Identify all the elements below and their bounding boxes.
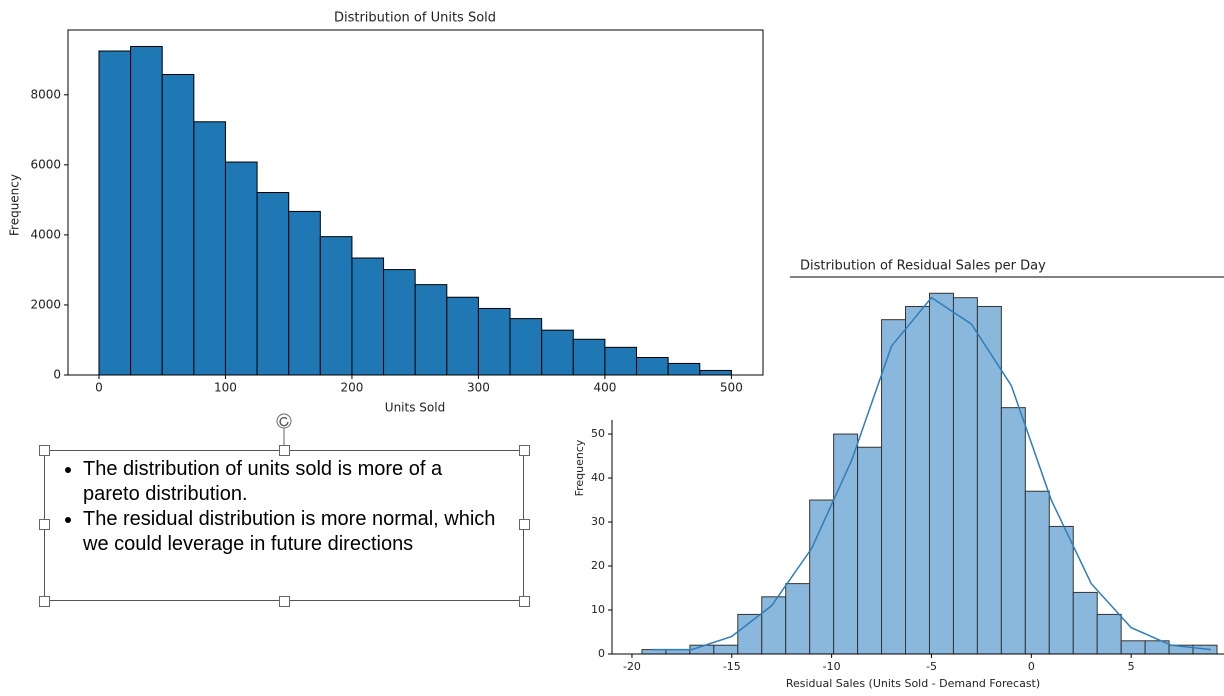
bar — [541, 329, 574, 376]
bar — [161, 73, 195, 376]
kde-line — [651, 296, 1212, 651]
bar — [1000, 407, 1026, 655]
bar — [857, 446, 883, 655]
resize-handle[interactable] — [519, 519, 530, 530]
bar — [928, 292, 954, 655]
bar — [319, 236, 353, 376]
resize-handle[interactable] — [279, 445, 290, 456]
bar — [477, 307, 511, 376]
chart-title: Distribution of Residual Sales per Day — [800, 259, 1046, 274]
bullet: The residual distribution is more normal… — [83, 507, 503, 557]
bar — [952, 297, 978, 655]
y-tick-label: 4000 — [30, 227, 61, 241]
chart-title: Distribution of Units Sold — [334, 11, 496, 26]
x-tick-label: 100 — [214, 381, 237, 395]
resize-handle[interactable] — [39, 596, 50, 607]
bar — [446, 296, 479, 376]
y-tick-label: 40 — [591, 471, 605, 484]
resize-handle[interactable] — [39, 445, 50, 456]
x-tick-label: 5 — [1128, 660, 1135, 673]
bar — [414, 284, 448, 376]
y-tick-label: 20 — [591, 559, 605, 572]
x-tick-label: 500 — [720, 381, 743, 395]
bar — [509, 318, 543, 376]
bar — [383, 269, 416, 376]
x-tick-label: 0 — [1028, 660, 1035, 673]
bar — [351, 257, 385, 376]
bar — [737, 613, 763, 655]
y-tick-label: 50 — [591, 427, 605, 440]
bar — [256, 192, 290, 376]
x-tick-label: 200 — [340, 381, 363, 395]
bar — [130, 45, 163, 376]
text-box[interactable]: The distribution of units sold is more o… — [44, 450, 524, 601]
bar — [1048, 525, 1074, 655]
resize-handle[interactable] — [39, 519, 50, 530]
bar — [1120, 640, 1146, 655]
x-tick-label: -15 — [723, 660, 741, 673]
bar — [833, 433, 859, 655]
y-tick-label: 0 — [53, 368, 61, 382]
rotate-handle[interactable] — [275, 412, 295, 446]
bar — [976, 305, 1002, 655]
y-tick-label: 30 — [591, 515, 605, 528]
bar — [98, 50, 132, 376]
y-tick-label: 6000 — [30, 157, 61, 171]
x-tick-label: 400 — [593, 381, 616, 395]
bar — [699, 369, 732, 376]
bar — [1024, 490, 1050, 655]
resize-handle[interactable] — [519, 445, 530, 456]
bar — [1096, 613, 1122, 655]
bar — [572, 338, 606, 376]
x-tick-label: -10 — [823, 660, 841, 673]
bar — [905, 305, 930, 655]
bar — [785, 583, 811, 655]
bar — [881, 319, 907, 655]
bar — [1072, 591, 1098, 655]
bullet: The distribution of units sold is more o… — [83, 457, 503, 507]
resize-handle[interactable] — [519, 596, 530, 607]
y-tick-label: 8000 — [30, 87, 61, 101]
bar — [713, 644, 739, 655]
x-axis-label: Residual Sales (Units Sold - Demand Fore… — [786, 677, 1040, 690]
resize-handle[interactable] — [279, 596, 290, 607]
bullet-list: The distribution of units sold is more o… — [45, 457, 503, 557]
x-axis-label: Units Sold — [385, 401, 445, 415]
bar — [288, 210, 321, 376]
bar — [636, 356, 669, 376]
plot-frame — [67, 29, 764, 376]
x-tick-label: 0 — [95, 381, 103, 395]
x-tick-label: -5 — [926, 660, 937, 673]
y-axis-label: Frequency — [8, 174, 22, 236]
y-tick-label: 2000 — [30, 297, 61, 311]
bar — [193, 121, 226, 376]
bar — [761, 596, 787, 655]
bar — [224, 161, 258, 376]
bar — [809, 499, 835, 655]
y-axis-label: Frequency — [573, 439, 586, 496]
x-tick-label: 300 — [467, 381, 490, 395]
y-tick-label: 0 — [598, 647, 605, 660]
bar — [667, 362, 701, 376]
bar — [604, 346, 638, 376]
x-tick-label: -20 — [623, 660, 641, 673]
y-tick-label: 10 — [591, 603, 605, 616]
